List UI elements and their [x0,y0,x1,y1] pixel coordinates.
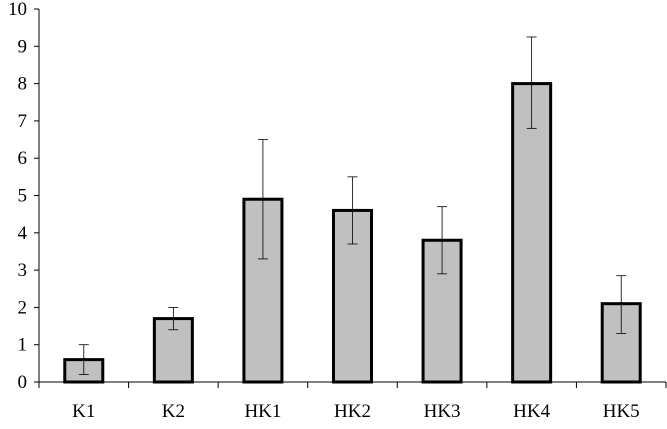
y-tick-label: 4 [18,223,28,244]
y-tick-label: 1 [18,335,28,356]
y-axis: 0 1 2 3 4 5 6 7 8 9 10 [8,0,40,393]
x-category-label: HK2 [334,401,371,422]
x-category-label: HK1 [244,401,281,422]
x-category-label: K1 [72,401,95,422]
y-tick-label: 2 [18,297,28,318]
error-bars [78,36,627,375]
y-tick-label: 10 [8,0,27,20]
x-category-label: HK4 [513,401,550,422]
y-tick-label: 3 [18,260,28,281]
y-tick-label: 7 [18,111,28,132]
x-category-label: HK3 [424,401,461,422]
x-axis: K1 K2 HK1 HK2 HK3 HK4 HK5 [38,381,667,422]
y-tick-label: 6 [18,148,28,169]
y-tick-label: 0 [18,372,28,393]
y-tick-label: 5 [18,186,28,207]
y-tick-label: 8 [18,74,28,95]
x-category-label: HK5 [603,401,640,422]
x-category-label: K2 [162,401,185,422]
y-tick-label: 9 [18,36,28,57]
